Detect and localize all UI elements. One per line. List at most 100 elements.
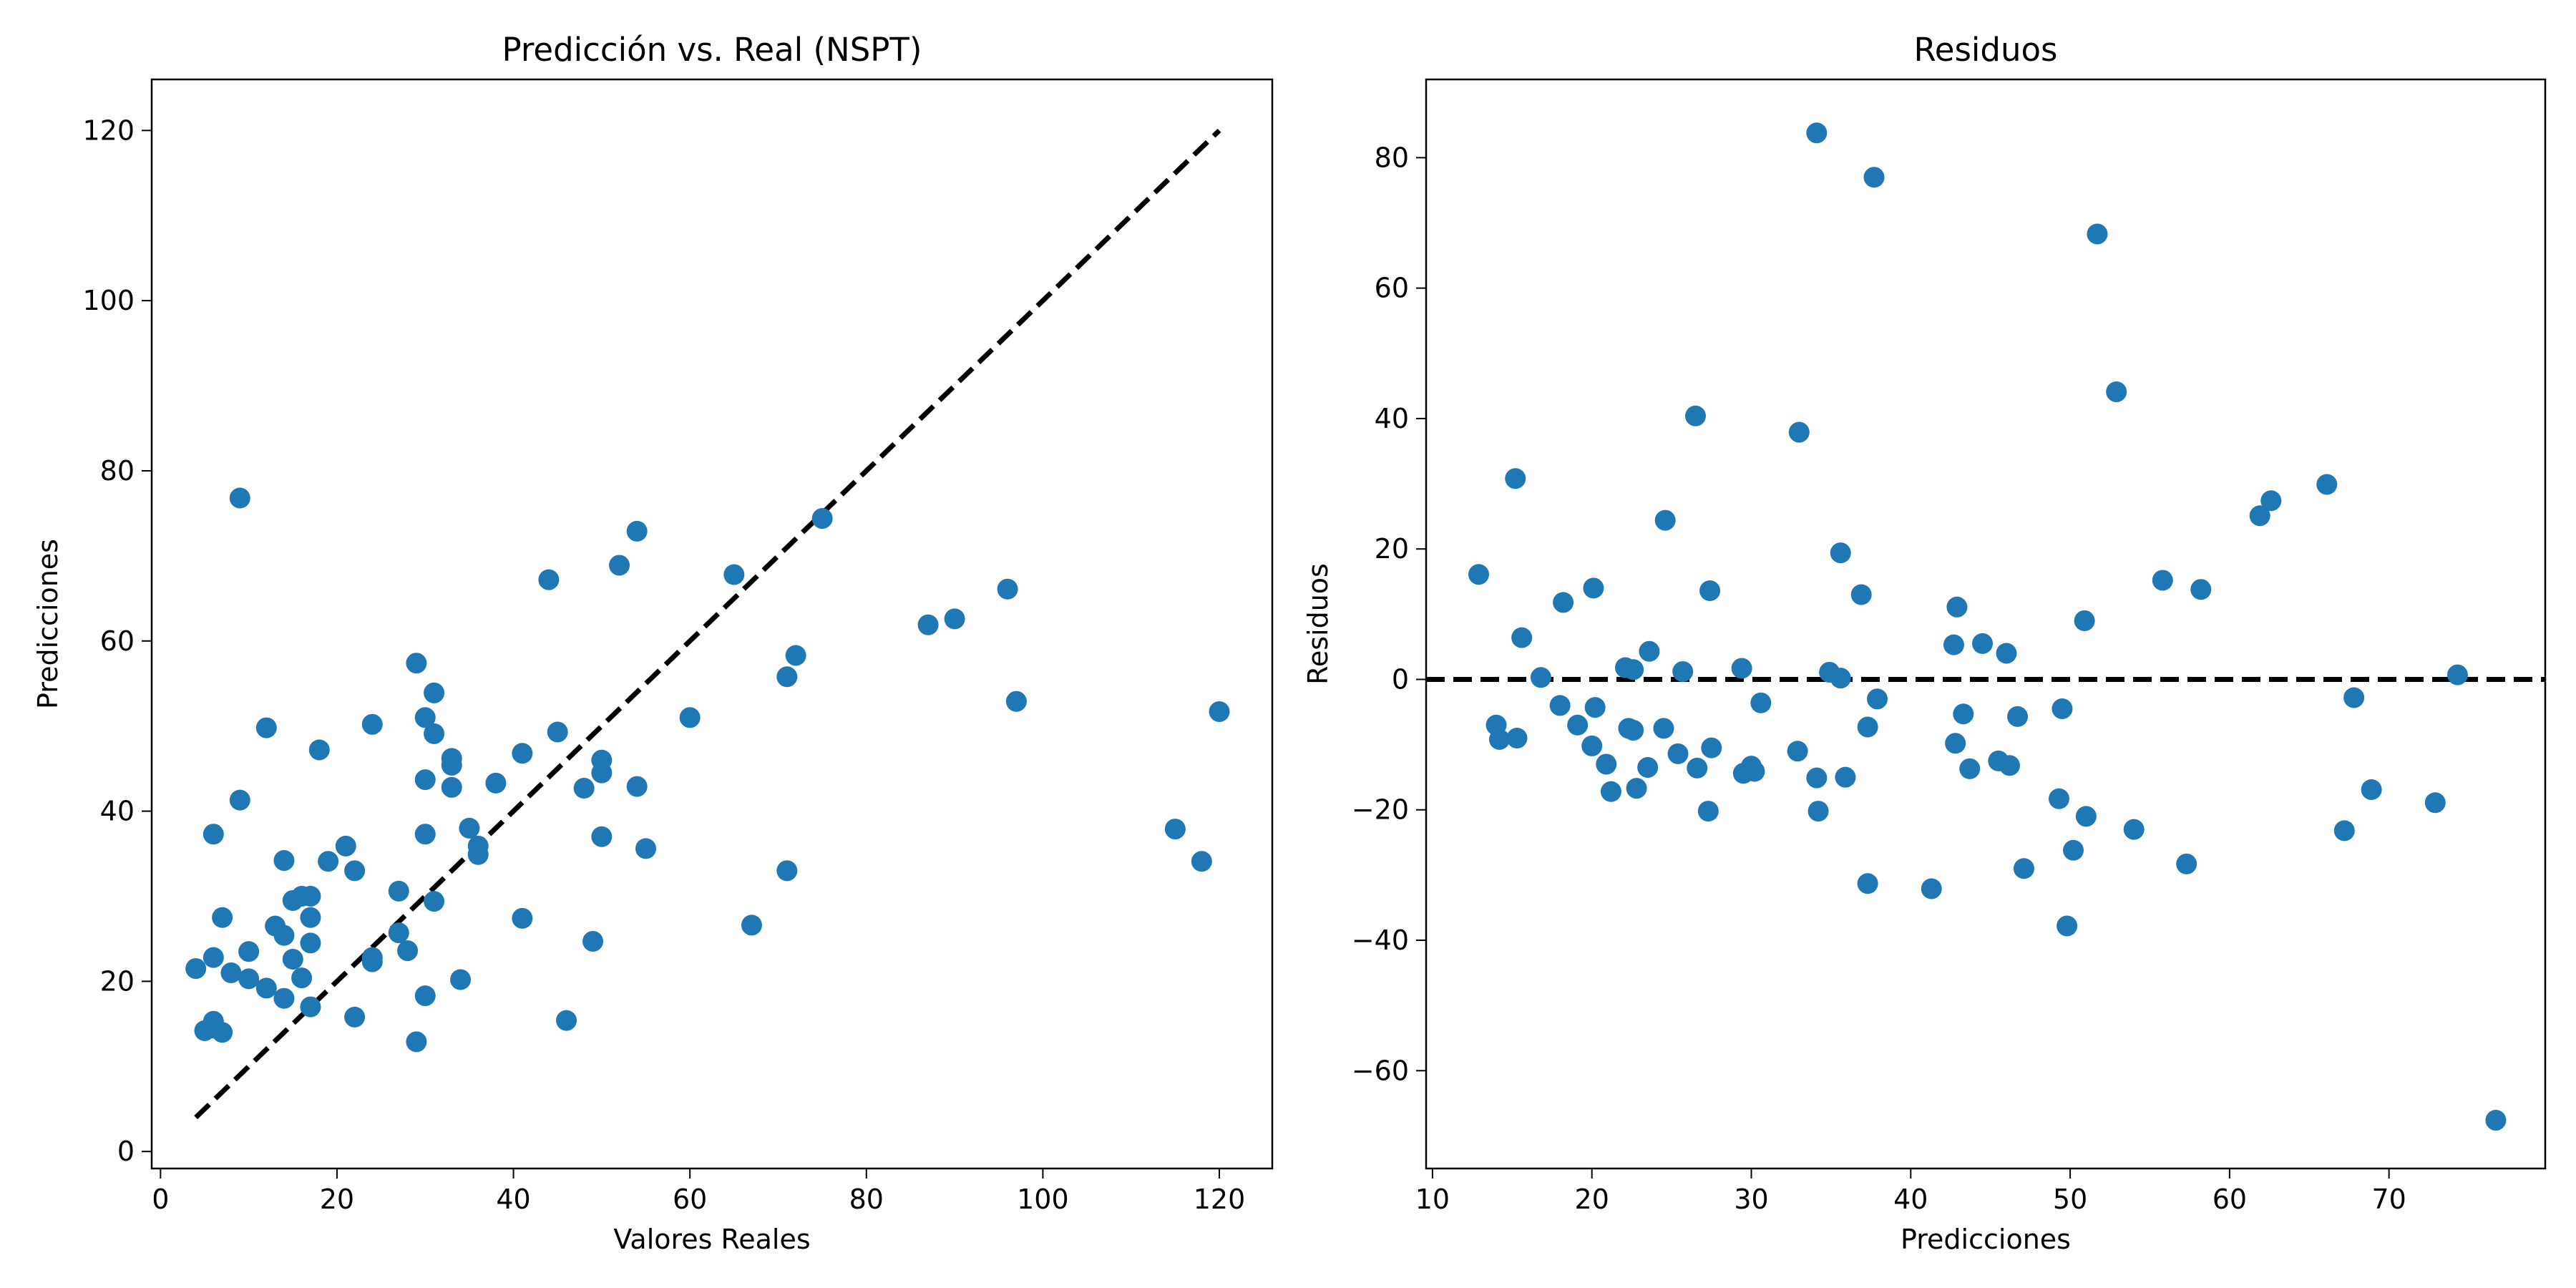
data-point	[776, 860, 798, 882]
data-point	[776, 666, 798, 688]
data-point	[300, 932, 321, 954]
data-point	[1807, 801, 1829, 822]
data-point	[273, 924, 295, 946]
data-point	[1639, 640, 1660, 662]
data-point	[547, 721, 568, 743]
y-tick-label: 100	[82, 285, 135, 316]
data-point	[1787, 741, 1808, 762]
x-tick-label: 30	[1734, 1184, 1768, 1215]
data-point	[1867, 688, 1888, 710]
data-point	[2106, 381, 2127, 403]
data-point	[1626, 778, 1647, 799]
data-point	[1549, 695, 1571, 716]
data-point	[1835, 766, 1856, 788]
data-point	[1806, 767, 1828, 789]
data-point	[1685, 405, 1707, 426]
data-point	[1468, 564, 1490, 585]
data-point	[1191, 851, 1212, 872]
data-point	[406, 1031, 427, 1053]
data-point	[785, 645, 806, 666]
data-point	[741, 914, 762, 936]
data-point	[1750, 692, 1772, 713]
data-point	[2446, 664, 2468, 686]
data-point	[1209, 701, 1230, 722]
data-point	[1830, 668, 1851, 689]
x-tick-label: 40	[496, 1184, 530, 1215]
chart-title: Predicción vs. Real (NSPT)	[502, 31, 922, 69]
x-axis-label: Valores Reales	[613, 1224, 810, 1255]
data-point	[635, 838, 657, 859]
data-point	[582, 931, 604, 952]
data-point	[459, 817, 480, 839]
data-point	[2087, 223, 2108, 245]
x-tick-label: 80	[849, 1184, 884, 1215]
y-tick-label: 40	[1375, 403, 1409, 434]
y-tick-label: 80	[1375, 142, 1409, 173]
data-point	[2176, 853, 2197, 874]
x-tick-label: 60	[673, 1184, 707, 1215]
data-point	[1488, 728, 1510, 750]
data-point	[414, 985, 436, 1007]
data-point	[1583, 577, 1604, 599]
data-points	[185, 487, 1230, 1053]
data-point	[997, 578, 1018, 600]
data-point	[238, 941, 260, 962]
data-point	[300, 886, 321, 907]
data-point	[2051, 698, 2073, 719]
data-point	[1788, 421, 1810, 443]
data-point	[512, 907, 533, 929]
y-tick-label: 20	[1375, 533, 1409, 565]
y-tick-label: 80	[100, 455, 135, 487]
y-tick-label: 60	[1375, 273, 1409, 304]
data-point	[1672, 661, 1694, 683]
data-point	[1567, 714, 1589, 736]
data-point	[308, 739, 330, 761]
data-point	[1584, 697, 1606, 718]
x-tick-label: 70	[2371, 1184, 2406, 1215]
data-point	[485, 772, 507, 794]
x-tick-label: 20	[1575, 1184, 1609, 1215]
data-point	[1943, 634, 1964, 655]
y-tick-label: 40	[100, 796, 135, 827]
y-tick-label: 20	[100, 965, 135, 997]
data-point	[1581, 735, 1603, 756]
data-point	[424, 891, 445, 912]
data-point	[220, 962, 242, 984]
data-point	[2075, 806, 2097, 827]
data-point	[538, 569, 560, 590]
data-point	[2123, 819, 2145, 840]
data-point	[1857, 873, 1878, 894]
data-point	[723, 564, 745, 585]
data-point	[2057, 915, 2078, 937]
data-point	[450, 969, 472, 990]
data-point	[1921, 878, 1942, 899]
data-point	[1637, 757, 1659, 779]
data-point	[1996, 643, 2017, 664]
data-point	[1687, 757, 1708, 779]
data-point	[406, 653, 427, 674]
axis-ticks: 10 20 30 40 50 60 70 −60 −40 −20 0 20 40 60 80	[1352, 142, 2406, 1215]
y-tick-label: −60	[1352, 1055, 1409, 1086]
data-point	[1699, 580, 1721, 602]
data-point	[1505, 468, 1526, 489]
reference-line	[194, 128, 1221, 1120]
data-point	[1623, 720, 1644, 741]
data-point	[424, 723, 445, 744]
data-point	[1972, 633, 1994, 654]
plot-frame	[150, 78, 1274, 1170]
data-point	[300, 907, 321, 928]
y-tick-label: 0	[117, 1136, 135, 1167]
data-point	[361, 713, 383, 735]
data-point	[626, 520, 648, 542]
data-point	[335, 835, 356, 857]
data-point	[2424, 792, 2446, 814]
data-point	[591, 826, 613, 847]
data-point	[1654, 509, 1676, 531]
data-point	[414, 824, 436, 845]
data-point	[229, 789, 250, 811]
data-point	[1731, 658, 1752, 679]
data-point	[811, 508, 833, 530]
data-point	[212, 907, 233, 928]
data-point	[2249, 505, 2270, 527]
